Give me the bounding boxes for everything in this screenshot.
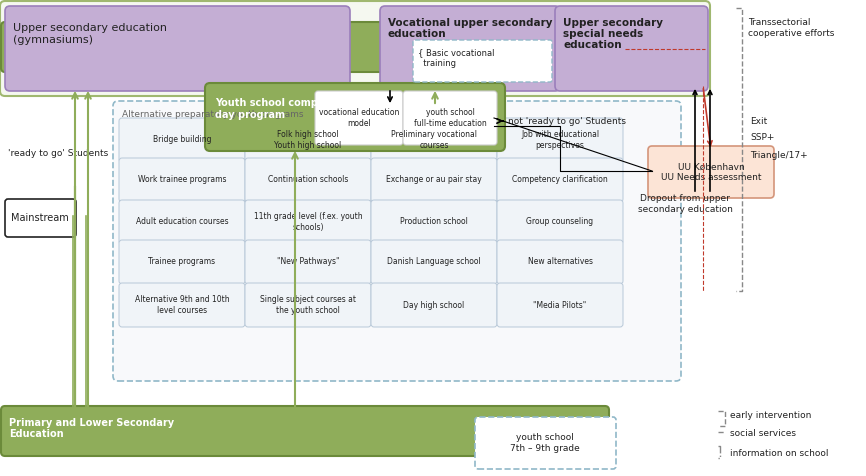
FancyBboxPatch shape	[371, 118, 497, 162]
FancyBboxPatch shape	[113, 101, 681, 381]
FancyBboxPatch shape	[119, 283, 245, 327]
FancyBboxPatch shape	[245, 158, 371, 202]
Text: Vocational upper secondary: Vocational upper secondary	[388, 18, 553, 28]
Text: not 'ready to go' Students: not 'ready to go' Students	[508, 117, 626, 126]
Text: Exit: Exit	[750, 117, 767, 126]
Text: youth school
full-time education: youth school full-time education	[414, 109, 487, 128]
FancyBboxPatch shape	[1, 406, 609, 456]
Text: day program: day program	[215, 110, 285, 120]
Text: Adult education courses: Adult education courses	[136, 218, 229, 227]
Text: Exchange or au pair stay: Exchange or au pair stay	[386, 176, 481, 185]
Text: Job with educational
perspectives: Job with educational perspectives	[521, 130, 599, 149]
Text: 11th grade level (f.ex. youth
schools): 11th grade level (f.ex. youth schools)	[254, 212, 362, 232]
Text: information on school: information on school	[730, 449, 829, 458]
Text: cooperative efforts: cooperative efforts	[748, 29, 834, 38]
FancyBboxPatch shape	[119, 158, 245, 202]
FancyBboxPatch shape	[497, 118, 623, 162]
FancyBboxPatch shape	[380, 6, 560, 91]
FancyBboxPatch shape	[245, 283, 371, 327]
FancyBboxPatch shape	[371, 158, 497, 202]
Text: Primary and Lower Secondary: Primary and Lower Secondary	[9, 418, 174, 428]
FancyBboxPatch shape	[0, 1, 710, 96]
Text: Mainstream: Mainstream	[11, 213, 69, 223]
FancyBboxPatch shape	[497, 158, 623, 202]
Text: Triangle/17+: Triangle/17+	[750, 151, 808, 160]
FancyBboxPatch shape	[1, 22, 609, 72]
Text: Danish Language school: Danish Language school	[387, 258, 481, 267]
FancyBboxPatch shape	[205, 83, 505, 151]
FancyBboxPatch shape	[413, 40, 552, 82]
Text: vocational education
model: vocational education model	[319, 109, 399, 128]
FancyBboxPatch shape	[119, 240, 245, 284]
Text: "New Pathways": "New Pathways"	[277, 258, 339, 267]
Text: Day high school: Day high school	[404, 300, 465, 309]
FancyBboxPatch shape	[371, 283, 497, 327]
Text: training: training	[418, 59, 456, 68]
FancyBboxPatch shape	[315, 91, 403, 145]
Text: Dropout from upper
secondary education: Dropout from upper secondary education	[638, 194, 733, 214]
Text: New alternatives: New alternatives	[527, 258, 592, 267]
FancyBboxPatch shape	[245, 240, 371, 284]
Text: early intervention: early intervention	[730, 411, 811, 420]
Text: Continuation schools: Continuation schools	[268, 176, 348, 185]
Text: Youth school comprehensive: Youth school comprehensive	[215, 98, 372, 108]
FancyBboxPatch shape	[475, 417, 616, 469]
Text: Competency clarification: Competency clarification	[512, 176, 608, 185]
FancyBboxPatch shape	[648, 146, 774, 198]
FancyBboxPatch shape	[119, 118, 245, 162]
Text: social services: social services	[730, 429, 796, 438]
Text: Production school: Production school	[400, 218, 468, 227]
Text: Trainee programs: Trainee programs	[148, 258, 216, 267]
Text: Bridge building: Bridge building	[152, 136, 211, 145]
Text: Group counseling: Group counseling	[527, 218, 593, 227]
Text: Upper secondary: Upper secondary	[563, 18, 663, 28]
Text: 'ready to go' Students: 'ready to go' Students	[8, 149, 108, 159]
Text: Transsectorial: Transsectorial	[748, 18, 811, 27]
Text: Folk high school
Youth high school: Folk high school Youth high school	[275, 130, 341, 149]
FancyBboxPatch shape	[371, 200, 497, 244]
Text: Education: Education	[9, 429, 63, 439]
Text: "Media Pilots": "Media Pilots"	[533, 300, 586, 309]
Text: Upper secondary education: Upper secondary education	[13, 23, 167, 33]
Text: Alternative preparatory youth programs: Alternative preparatory youth programs	[122, 110, 303, 119]
FancyBboxPatch shape	[119, 200, 245, 244]
Text: education: education	[388, 29, 447, 39]
FancyBboxPatch shape	[497, 200, 623, 244]
FancyBboxPatch shape	[245, 118, 371, 162]
FancyBboxPatch shape	[245, 200, 371, 244]
FancyBboxPatch shape	[403, 91, 497, 145]
Text: UU København
UU Needs assessment: UU København UU Needs assessment	[661, 162, 761, 182]
Text: youth school
7th – 9th grade: youth school 7th – 9th grade	[510, 433, 580, 453]
FancyBboxPatch shape	[5, 6, 350, 91]
Text: Single subject courses at
the youth school: Single subject courses at the youth scho…	[260, 295, 356, 315]
Text: Alternative 9th and 10th
level courses: Alternative 9th and 10th level courses	[135, 295, 229, 315]
Text: { Basic vocational: { Basic vocational	[418, 48, 494, 57]
Text: Preliminary vocational
courses: Preliminary vocational courses	[391, 130, 477, 149]
Text: Work trainee programs: Work trainee programs	[138, 176, 226, 185]
Text: special needs: special needs	[563, 29, 643, 39]
FancyBboxPatch shape	[371, 240, 497, 284]
Text: education: education	[563, 40, 622, 50]
FancyBboxPatch shape	[497, 283, 623, 327]
FancyBboxPatch shape	[497, 240, 623, 284]
FancyBboxPatch shape	[5, 199, 76, 237]
Text: SSP+: SSP+	[750, 133, 774, 142]
FancyBboxPatch shape	[555, 6, 708, 91]
Text: (gymnasiums): (gymnasiums)	[13, 35, 93, 45]
